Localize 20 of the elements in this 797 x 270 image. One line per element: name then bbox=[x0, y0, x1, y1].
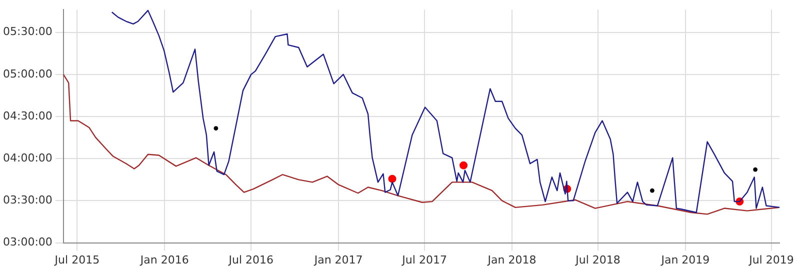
x-tick-label: Jan 2019 bbox=[660, 253, 710, 266]
y-tick-label: 05:30:00 bbox=[2, 25, 52, 38]
point bbox=[753, 167, 758, 172]
y-tick-label: 04:30:00 bbox=[2, 109, 52, 122]
x-tick-label: Jan 2018 bbox=[486, 253, 536, 266]
point bbox=[388, 174, 396, 183]
point bbox=[460, 161, 468, 170]
x-tick-label: Jul 2015 bbox=[54, 253, 100, 266]
x-tick-label: Jul 2018 bbox=[574, 253, 620, 266]
y-tick-label: 04:00:00 bbox=[2, 151, 52, 164]
x-tick-label: Jan 2016 bbox=[139, 253, 189, 266]
y-tick-label: 03:30:00 bbox=[2, 194, 52, 207]
x-tick-label: Jan 2017 bbox=[313, 253, 363, 266]
y-tick-label: 03:00:00 bbox=[2, 236, 52, 249]
point bbox=[214, 126, 218, 131]
x-tick-label: Jul 2017 bbox=[401, 253, 447, 266]
x-tick-label: Jul 2019 bbox=[748, 253, 794, 266]
point bbox=[650, 188, 654, 193]
x-tick-label: Jul 2016 bbox=[228, 253, 274, 266]
y-tick-label: 05:00:00 bbox=[2, 67, 52, 80]
